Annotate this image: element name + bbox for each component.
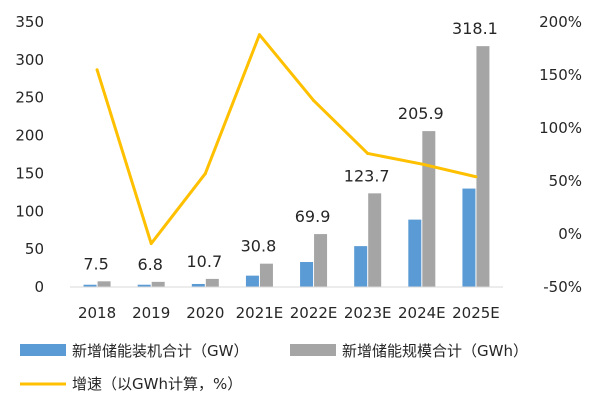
data-label-gwh: 318.1	[452, 19, 498, 38]
bar-gw	[191, 283, 205, 287]
x-tick-label: 2025E	[452, 304, 500, 322]
growth-point	[257, 33, 261, 37]
bar-gw	[354, 246, 368, 287]
y-right-tick-label: 50%	[549, 172, 582, 190]
y-right-tick-label: 100%	[539, 119, 582, 137]
x-tick-label: 2020	[186, 304, 224, 322]
y-left-tick-label: 250	[15, 89, 44, 107]
y-left-tick-label: 100	[15, 202, 44, 220]
y-left-tick-label: 350	[15, 13, 44, 31]
data-label-gwh: 69.9	[295, 207, 331, 226]
x-tick-label: 2021E	[236, 304, 284, 322]
growth-point	[95, 68, 99, 72]
plot-area: 7.5 6.8 10.7 30.8 69.9 123.7 205.9 318.1	[83, 19, 498, 287]
bar-gwh	[151, 281, 165, 287]
x-tick-label: 2023E	[344, 304, 392, 322]
bar-gwh	[97, 281, 111, 287]
growth-point	[366, 151, 370, 155]
growth-point	[420, 162, 424, 166]
growth-line	[95, 33, 477, 246]
data-label-gwh: 6.8	[137, 255, 162, 274]
growth-point	[474, 175, 478, 179]
y-left-tick-label: 150	[15, 164, 44, 182]
x-tick-label: 2018	[78, 304, 116, 322]
bar-gw	[137, 284, 151, 287]
y-left-tick-label: 0	[34, 278, 44, 296]
bar-gw	[83, 284, 97, 287]
bar-gw	[300, 262, 314, 287]
bar-gw	[245, 275, 259, 287]
growth-point	[312, 98, 316, 102]
y-right-tick-label: 150%	[539, 66, 582, 84]
growth-point	[149, 242, 153, 246]
axes: 0 50 100 150 200 250 300 350 -50% 0% 50% 100% 150% 20…	[15, 13, 582, 322]
bar-gw	[408, 219, 422, 287]
y-right-tick-label: 0%	[558, 225, 582, 243]
legend-swatch-gw	[20, 344, 66, 356]
growth-point	[203, 172, 207, 176]
legend: 新增储能装机合计（GW） 新增储能规模合计（GWh） 增速（以GWh计算，%）	[20, 342, 528, 393]
y-left-tick-label: 300	[15, 51, 44, 69]
data-label-gwh: 30.8	[241, 237, 277, 256]
legend-label-gwh: 新增储能规模合计（GWh）	[342, 342, 528, 360]
legend-label-growth: 增速（以GWh计算，%）	[72, 375, 242, 393]
y-right-tick-label: -50%	[543, 278, 582, 296]
bar-gw	[462, 188, 476, 287]
y-left-tick-label: 200	[15, 127, 44, 145]
x-tick-label: 2019	[132, 304, 170, 322]
bar-gwh	[422, 131, 436, 287]
bar-gwh	[259, 263, 273, 287]
x-tick-label: 2022E	[290, 304, 338, 322]
data-label-gwh: 10.7	[187, 252, 223, 271]
bar-gwh	[476, 46, 490, 287]
x-tick-label: 2024E	[398, 304, 446, 322]
y-right-tick-label: 200%	[539, 13, 582, 31]
y-left-tick-label: 50	[25, 240, 44, 258]
legend-swatch-gwh	[290, 344, 336, 356]
bar-gwh	[314, 234, 328, 287]
bar-gwh	[368, 193, 382, 287]
legend-label-gw: 新增储能装机合计（GW）	[72, 342, 248, 360]
data-label-gwh: 123.7	[344, 166, 390, 185]
bar-gwh	[205, 278, 219, 287]
data-label-gwh: 205.9	[398, 104, 444, 123]
data-label-gwh: 7.5	[83, 254, 108, 273]
